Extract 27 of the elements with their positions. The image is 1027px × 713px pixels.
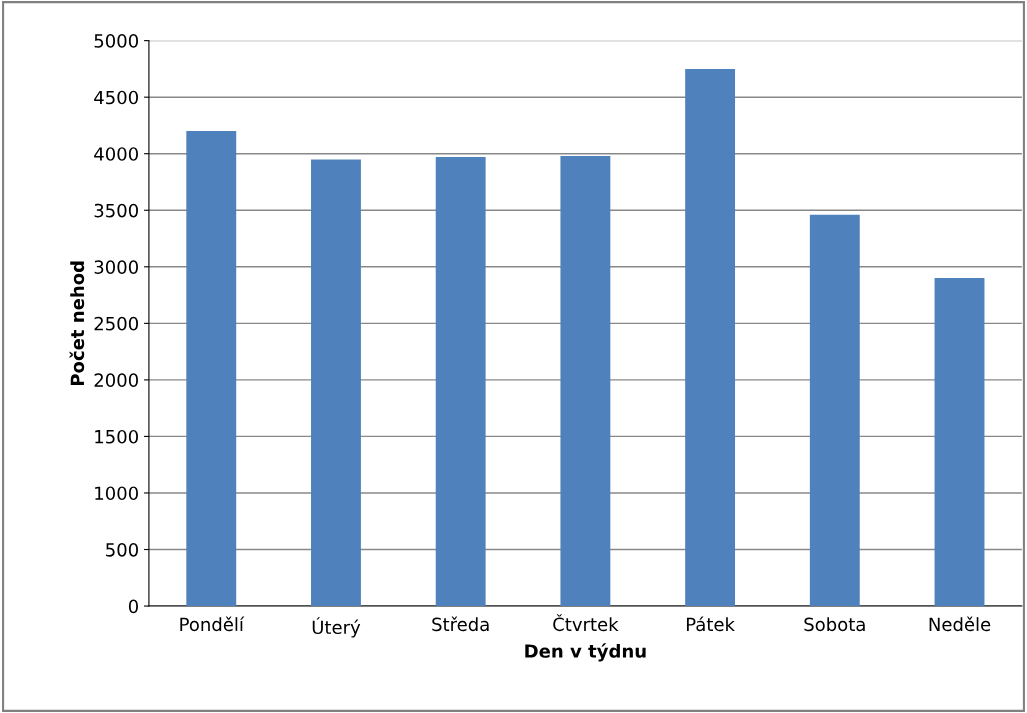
y-tick-label: 2000 xyxy=(94,373,138,387)
y-tick-label: 4500 xyxy=(94,90,138,105)
bar xyxy=(809,214,860,607)
x-axis-title: Den v týdnu xyxy=(525,643,646,662)
x-tick-label: Středa xyxy=(432,616,489,632)
x-tick-label: Neděle xyxy=(929,616,991,632)
y-tick-label: 3500 xyxy=(94,203,138,218)
y-tick-label: 1000 xyxy=(95,486,138,501)
y-tick-label: 5000 xyxy=(94,34,138,48)
bar xyxy=(685,68,736,607)
x-tick-label: Sobota xyxy=(804,617,865,632)
bar xyxy=(186,131,237,607)
bar xyxy=(560,155,611,607)
bar xyxy=(311,159,361,607)
y-tick-label: 500 xyxy=(106,542,138,557)
y-tick-label: 0 xyxy=(128,599,138,614)
x-tick-label: Úterý xyxy=(312,617,361,638)
x-tick-label: Čtvrtek xyxy=(553,614,619,632)
y-tick-label: 3000 xyxy=(94,260,138,274)
bar xyxy=(435,157,486,607)
y-axis-title: Počet nehod xyxy=(69,261,85,386)
x-tick-label: Pátek xyxy=(686,616,735,632)
x-tick-label: Pondělí xyxy=(180,616,245,632)
bar xyxy=(934,278,985,607)
y-tick-label: 2500 xyxy=(94,316,138,331)
y-tick-label: 4000 xyxy=(94,147,138,161)
y-tick-label: 1500 xyxy=(95,429,138,444)
